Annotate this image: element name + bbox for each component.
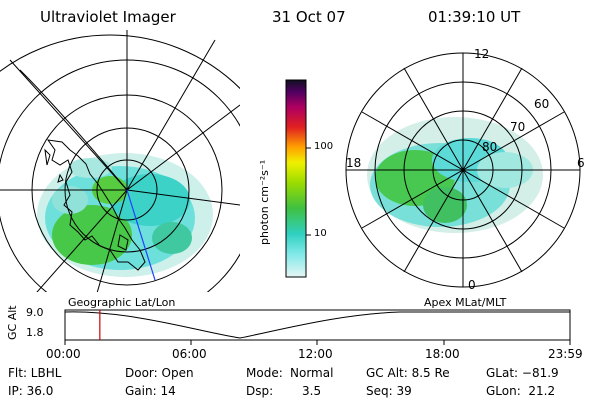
- colorbar-unit-label: photon cm⁻²s⁻¹: [258, 159, 271, 245]
- time-label: 01:39:10 UT: [428, 8, 521, 26]
- glat-info: GLat: −81.9: [486, 366, 559, 380]
- mode-value: Normal: [290, 366, 334, 380]
- gcalt-info: GC Alt: 8.5 Re: [366, 366, 450, 380]
- dsp-value: 3.5: [302, 384, 322, 398]
- timeline-ytick-top: 9.0: [26, 306, 44, 319]
- ip-info: IP: 36.0: [8, 384, 54, 398]
- lat-label-60: 60: [534, 97, 550, 111]
- timeline-xtick-4: 23:59: [548, 347, 583, 361]
- lat-label-80: 80: [482, 140, 498, 154]
- colorbar: [285, 79, 311, 278]
- timeline-right-title: Apex MLat/MLT: [424, 296, 507, 309]
- timeline-xtick-0: 00:00: [46, 347, 81, 361]
- timeline-xtick-3: 18:00: [425, 347, 460, 361]
- colorbar-tick-10: 10: [314, 228, 327, 239]
- door-info: Door: Open: [125, 366, 194, 380]
- mlt-label-0: 0: [468, 278, 476, 292]
- lat-label-70: 70: [510, 120, 526, 134]
- timeline-xtick-2: 12:00: [298, 347, 333, 361]
- gain-info: Gain: 14: [125, 384, 176, 398]
- glon-info: GLon: 21.2: [486, 384, 556, 398]
- timeline-ylabel: GC Alt: [6, 305, 19, 340]
- seq-info: Seq: 39: [366, 384, 412, 398]
- timeline-chart: [64, 309, 571, 345]
- timeline-ytick-bottom: 1.8: [26, 326, 44, 339]
- timeline-left-title: Geographic Lat/Lon: [68, 296, 176, 309]
- mlt-label-18: 18: [346, 156, 362, 170]
- app-title: Ultraviolet Imager: [40, 8, 176, 26]
- polar-plot: [345, 52, 581, 288]
- timeline-xtick-1: 06:00: [172, 347, 207, 361]
- colorbar-tick-100: 100: [314, 141, 334, 152]
- mlt-label-6: 6: [577, 156, 585, 170]
- mode-label: Mode:: [246, 366, 283, 380]
- dsp-label: Dsp:: [246, 384, 274, 398]
- filter-info: Flt: LBHL: [8, 366, 62, 380]
- mlt-label-12: 12: [474, 47, 490, 61]
- geographic-map: [0, 30, 240, 292]
- date-label: 31 Oct 07: [272, 8, 346, 26]
